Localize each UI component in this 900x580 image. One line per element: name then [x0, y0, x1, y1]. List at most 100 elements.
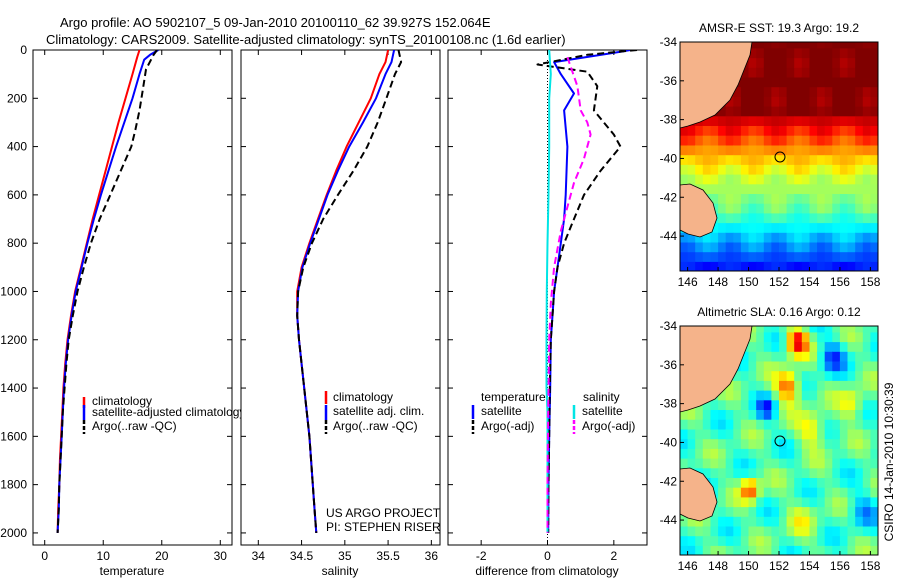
sst-map-cell-474 — [824, 86, 833, 97]
sst-map-cell-250 — [756, 164, 765, 175]
sst-map-cell-103 — [710, 193, 719, 204]
sst-map-cell-436 — [817, 222, 826, 233]
sla-map-cell-564 — [855, 428, 864, 440]
sla-map-cell-501 — [832, 341, 841, 352]
sst-map-cell-437 — [817, 212, 826, 224]
sla-map-cell-59 — [695, 438, 704, 449]
sst-map-cell-136 — [718, 106, 727, 117]
sst-map-cell-247 — [756, 193, 765, 204]
sla-map-cell-131 — [718, 438, 727, 449]
sla-map-cell-417 — [809, 458, 818, 469]
sst-map-cell-582 — [862, 203, 871, 214]
sst-map-cell-431 — [809, 42, 818, 49]
sla-map-cell-598 — [862, 331, 871, 343]
sst-map-cell-589 — [862, 135, 871, 146]
sst-map-cell-255 — [756, 115, 765, 126]
sla-map-cell-543 — [847, 399, 856, 410]
sla-map-cell-200 — [740, 467, 750, 478]
sla-map-cell-595 — [862, 360, 871, 372]
sst-map-cell-328 — [779, 106, 788, 117]
sla-map-title: Altimetric SLA: 0.16 Argo: 0.12 — [697, 305, 861, 319]
sst-map-cell-434 — [817, 241, 826, 253]
sla-map-cell-372 — [794, 428, 803, 440]
sst-map-cell-130 — [718, 164, 727, 175]
sst-map-cell-466 — [824, 164, 833, 175]
sst-map-cell-456 — [824, 261, 833, 271]
sst-map-cell-588 — [862, 144, 871, 156]
sst-map-cell-62 — [695, 125, 704, 136]
sla-map-cell-185 — [733, 380, 742, 391]
sst-map-cell-181 — [733, 135, 742, 146]
sla-map-cell-453 — [817, 341, 826, 352]
sla-map-cell-510 — [839, 487, 849, 498]
sst-map-cell-1 — [680, 251, 689, 262]
sst-map-cell-72 — [702, 261, 711, 271]
sst-map-cell-376 — [794, 106, 803, 117]
sst-map-cell-564 — [855, 144, 864, 156]
sla-map-cell-604 — [870, 506, 878, 517]
sst-map-cell-444 — [817, 144, 826, 156]
sla-map-cell-324 — [779, 428, 788, 440]
temperature-legend-satellite: satellite-adjusted climatology — [92, 405, 245, 419]
sla-map-cell-583 — [862, 477, 871, 488]
sla-map-cell-515 — [839, 438, 849, 449]
sst-map-cell-241 — [756, 251, 765, 262]
sst-map-cell-57 — [695, 174, 704, 185]
sla-map-cell-452 — [817, 351, 826, 362]
sst-map-cell-609 — [870, 174, 878, 185]
sst-map-cell-264 — [763, 261, 772, 271]
sla-map-cell-542 — [847, 409, 856, 420]
sst-map-cell-623 — [870, 42, 878, 49]
difference-legend-temperature-title: temperature — [481, 390, 546, 404]
sst-map-cell-122 — [718, 241, 727, 253]
sst-map-cell-173 — [733, 212, 742, 224]
sla-map-cell-132 — [718, 428, 727, 440]
sla-map-cell-151 — [725, 477, 734, 488]
sst-map-cell-174 — [733, 203, 742, 214]
sla-map-cell-347 — [786, 438, 795, 449]
sla-map-cell-206 — [740, 409, 750, 420]
sla-map-cell-239 — [748, 326, 757, 333]
header-line-2: Climatology: CARS2009. Satellite-adjuste… — [46, 32, 566, 47]
sst-map-ytick-label-1: -36 — [660, 74, 678, 88]
sst-map-cell-309 — [771, 57, 780, 68]
sst-map-cell-575 — [855, 42, 864, 49]
sla-map-cell-399 — [801, 399, 810, 410]
sla-map-cell-353 — [786, 380, 795, 391]
sla-map-cell-495 — [832, 399, 841, 410]
sst-map-cell-420 — [809, 144, 818, 156]
sst-map-cell-480 — [832, 261, 841, 271]
sla-map-cell-184 — [733, 390, 742, 401]
sla-map-cell-275 — [763, 438, 772, 449]
sla-map-cell-570 — [855, 370, 864, 381]
sst-map-cell-374 — [794, 125, 803, 136]
sst-map-cell-468 — [824, 144, 833, 156]
sst-map-cell-481 — [832, 251, 841, 262]
sst-map-cell-154 — [725, 164, 734, 175]
difference-legend-temp-satellite: satellite — [481, 404, 522, 418]
sla-map-cell-82 — [702, 448, 711, 459]
sst-map-cell-324 — [779, 144, 788, 156]
sla-map-cell-81 — [702, 458, 711, 469]
sst-map-cell-606 — [870, 203, 878, 214]
sst-map-cell-508 — [839, 222, 849, 233]
sla-map-cell-80 — [702, 467, 711, 478]
sst-map-cell-379 — [794, 76, 803, 88]
sla-map-cell-222 — [748, 487, 757, 498]
sst-map-cell-410 — [809, 241, 818, 253]
sla-map-cell-351 — [786, 399, 795, 410]
sst-map-cell-341 — [786, 212, 795, 224]
sla-map-cell-75 — [702, 516, 711, 527]
sst-map-cell-459 — [824, 232, 833, 243]
sst-map-cell-146 — [725, 241, 734, 253]
sla-map-cell-182 — [733, 409, 742, 420]
sla-map-cell-522 — [839, 370, 849, 381]
sst-map-cell-73 — [702, 251, 711, 262]
sla-map-cell-527 — [839, 326, 849, 333]
sla-map-cell-519 — [839, 399, 849, 410]
sla-map-cell-149 — [725, 496, 734, 508]
sla-map-xtick-label-3: 152 — [769, 559, 789, 573]
sst-map-cell-85 — [702, 135, 711, 146]
sst-map-cell-295 — [771, 193, 780, 204]
sst-map-cell-260 — [756, 67, 765, 78]
